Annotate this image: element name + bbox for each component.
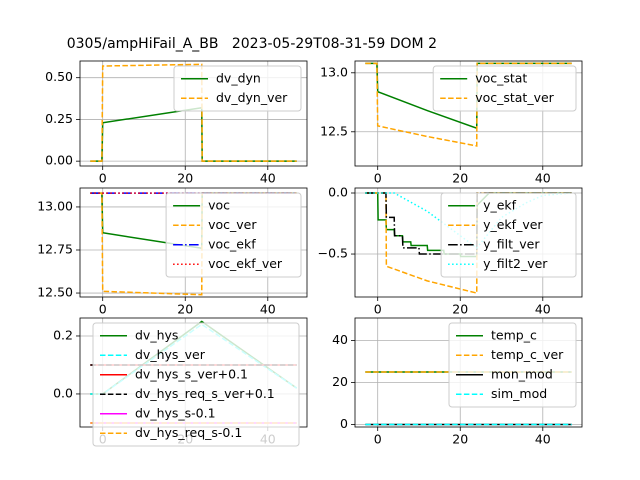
y-tick-label: 0.25 <box>45 111 73 126</box>
y-tick-label: 20 <box>332 374 348 389</box>
axes-frame <box>79 187 308 298</box>
x-tick-label: 40 <box>260 302 276 317</box>
axes-frame <box>354 187 583 298</box>
axes-frame <box>354 60 583 167</box>
y-tick-label: 13.0 <box>320 64 348 79</box>
y-tick-label: 12.75 <box>37 241 73 256</box>
legend-box <box>440 192 577 278</box>
legend-label: mon_mod <box>491 366 553 381</box>
y-tick-label: 0.00 <box>45 153 73 168</box>
legend-box <box>173 65 302 112</box>
figure-title: 0305/ampHiFail_A_BB 2023-05-29T08-31-59 … <box>67 36 437 52</box>
legend-label: voc_ekf <box>208 236 256 251</box>
data-line <box>90 63 297 162</box>
legend: dv_hys dv_hys_ver dv_hys_s_ver+0.1 dv_hys_r… <box>92 322 300 447</box>
legend-box <box>92 322 300 447</box>
legend-label: voc_ver <box>208 217 257 232</box>
x-tick-label: 20 <box>452 302 468 317</box>
y-tick-label: 40 <box>332 332 348 347</box>
legend: temp_c temp_c_ver mon_mod sim_mod <box>448 322 577 408</box>
legend-box <box>448 322 577 408</box>
y-tick-label: 0.0 <box>53 385 73 400</box>
y-tick-label: 13.00 <box>37 198 73 213</box>
legend-label: dv_dyn <box>216 70 261 85</box>
legend-label: y_ekf <box>483 197 517 212</box>
x-tick-label: 20 <box>452 171 468 186</box>
legend-label: y_filt2_ver <box>483 256 548 271</box>
legend-label: y_filt_ver <box>483 236 540 251</box>
x-tick-label: 40 <box>535 171 551 186</box>
legend-label: voc_stat_ver <box>475 90 554 105</box>
y-tick-label: 0 <box>340 416 348 431</box>
y-tick-label: 12.50 <box>37 285 73 300</box>
legend-label: voc <box>208 197 230 212</box>
legend-label: dv_hys_ver <box>135 347 206 362</box>
legend-label: sim_mod <box>491 386 547 401</box>
legend-label: dv_hys <box>135 327 178 342</box>
axes-frame <box>79 60 308 167</box>
axes-frame <box>354 317 583 428</box>
legend-label: dv_hys_req_s_ver+0.1 <box>135 386 275 401</box>
x-tick-label: 40 <box>535 432 551 447</box>
legend: voc voc_ver voc_ekf voc_ekf_ver <box>165 192 302 278</box>
legend-label: dv_hys_req_s-0.1 <box>135 425 242 440</box>
legend: dv_dyn dv_dyn_ver <box>173 65 302 112</box>
legend-label: temp_c <box>491 327 537 342</box>
data-line <box>365 62 572 147</box>
y-tick-label: −0.5 <box>318 246 348 261</box>
legend-label: voc_stat <box>475 70 527 85</box>
x-tick-label: 0 <box>374 302 382 317</box>
legend: voc_stat voc_stat_ver <box>432 65 577 112</box>
legend: y_ekf y_ekf_ver y_filt_ver y_filt2_ver <box>440 192 577 278</box>
x-tick-label: 20 <box>452 432 468 447</box>
y-tick-label: 0.0 <box>328 185 348 200</box>
x-tick-label: 40 <box>260 171 276 186</box>
x-tick-label: 0 <box>374 432 382 447</box>
y-tick-label: 12.5 <box>320 123 348 138</box>
y-tick-label: 0.50 <box>45 69 73 84</box>
x-tick-label: 0 <box>99 171 107 186</box>
legend-label: dv_hys_s_ver+0.1 <box>135 366 248 381</box>
x-tick-label: 20 <box>177 171 193 186</box>
legend-label: dv_hys_s-0.1 <box>135 405 216 420</box>
legend-box <box>432 65 577 112</box>
x-tick-label: 20 <box>177 302 193 317</box>
x-tick-label: 0 <box>374 171 382 186</box>
legend-label: dv_dyn_ver <box>216 90 288 105</box>
legend-label: temp_c_ver <box>491 347 564 362</box>
y-tick-label: 0.2 <box>53 327 73 342</box>
legend-box <box>165 192 302 278</box>
legend-label: voc_ekf_ver <box>208 256 283 271</box>
legend-label: y_ekf_ver <box>483 217 543 232</box>
x-tick-label: 0 <box>99 302 107 317</box>
x-tick-label: 40 <box>535 302 551 317</box>
